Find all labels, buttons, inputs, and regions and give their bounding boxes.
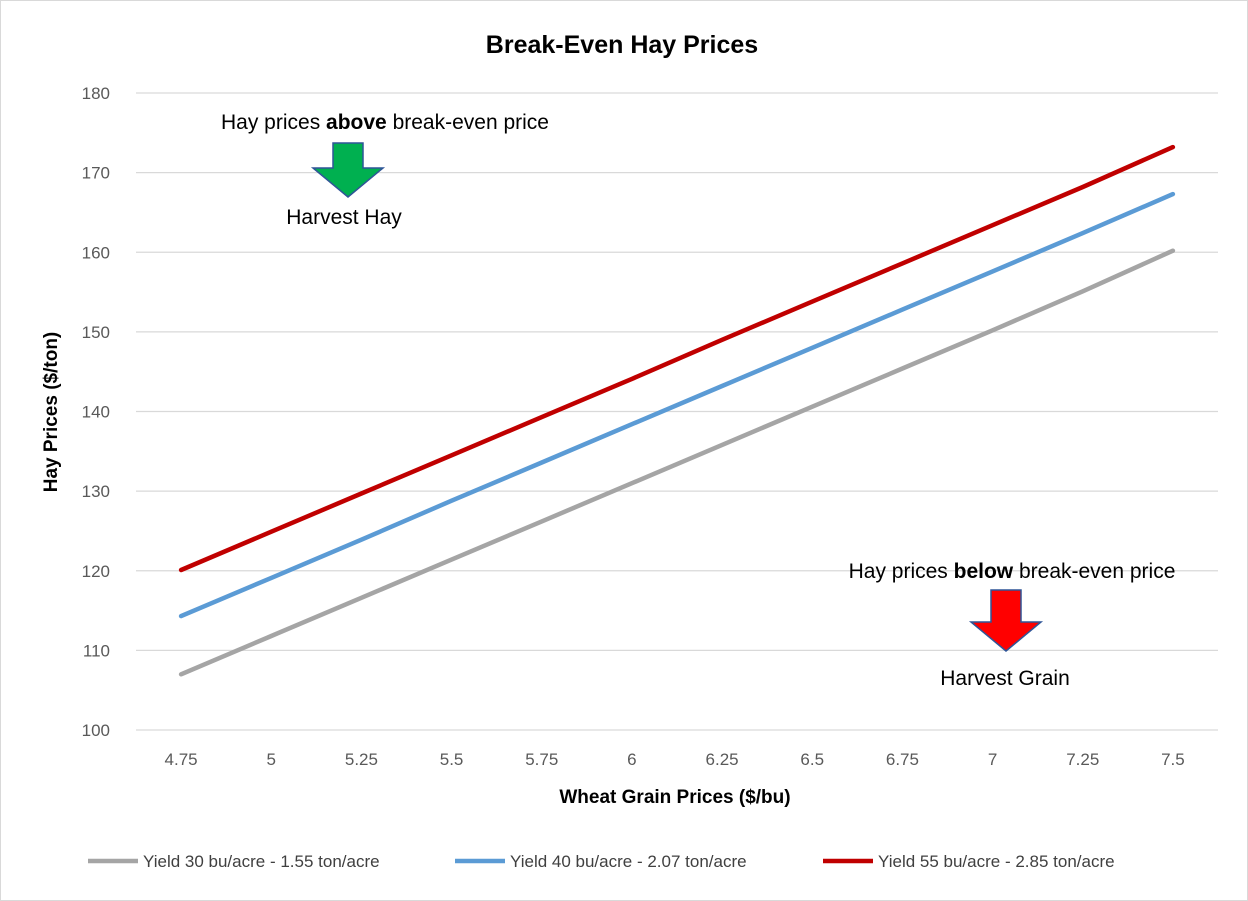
annotation-below-bold: below — [954, 560, 1014, 583]
legend-label-1: Yield 30 bu/acre - 1.55 ton/acre — [143, 852, 380, 871]
x-tick-label: 5.75 — [525, 750, 558, 769]
annotation-above-bold: above — [326, 111, 387, 134]
x-tick-label: 7.5 — [1161, 750, 1185, 769]
y-tick-label: 170 — [82, 164, 110, 183]
annotation-above-text: Hay prices above break-even price — [221, 111, 549, 134]
y-tick-label: 130 — [82, 482, 110, 501]
x-axis-title: Wheat Grain Prices ($/bu) — [559, 787, 790, 808]
x-tick-label: 6.5 — [800, 750, 824, 769]
y-axis-title: Hay Prices ($/ton) — [41, 332, 62, 493]
series-lines — [178, 144, 1176, 677]
chart-title: Break-Even Hay Prices — [486, 31, 758, 59]
x-tick-label: 4.75 — [165, 750, 198, 769]
y-tick-label: 160 — [82, 243, 110, 262]
y-tick-label: 140 — [82, 403, 110, 422]
gridlines — [136, 92, 1218, 731]
legend-label-2: Yield 40 bu/acre - 2.07 ton/acre — [510, 852, 747, 871]
y-tick-label: 150 — [82, 323, 110, 342]
y-tick-label: 120 — [82, 562, 110, 581]
x-tick-label: 6 — [627, 750, 636, 769]
annotation-above-before: Hay prices — [221, 111, 326, 134]
down-arrow-green-icon — [310, 142, 386, 198]
down-arrow-red-icon — [968, 589, 1044, 652]
x-tick-label: 7 — [988, 750, 997, 769]
x-tick-label: 5.5 — [440, 750, 464, 769]
y-tick-label: 180 — [82, 84, 110, 103]
annotation-above-action: Harvest Hay — [286, 206, 402, 229]
x-axis-ticks: 4.75 5 5.25 5.5 5.75 6 6.25 6.5 6.75 7 7.25 7.5 — [165, 750, 1185, 769]
y-tick-label: 100 — [82, 721, 110, 740]
x-tick-label: 7.25 — [1066, 750, 1099, 769]
annotation-above-after: break-even price — [387, 111, 549, 134]
x-tick-label: 6.75 — [886, 750, 919, 769]
series-line-3 — [178, 144, 1176, 573]
x-tick-label: 5 — [267, 750, 276, 769]
x-tick-label: 6.25 — [706, 750, 739, 769]
series-line-1 — [178, 248, 1176, 677]
annotation-below-action: Harvest Grain — [940, 667, 1070, 690]
annotation-below-before: Hay prices — [849, 560, 954, 583]
legend-label-3: Yield 55 bu/acre - 2.85 ton/acre — [878, 852, 1115, 871]
y-axis-ticks: 100 110 120 130 140 150 160 170 180 — [82, 84, 110, 740]
legend: Yield 30 bu/acre - 1.55 ton/acre Yield 40… — [88, 852, 1115, 871]
y-tick-label: 110 — [83, 641, 110, 660]
annotation-below-text: Hay prices below break-even price — [849, 560, 1176, 583]
x-tick-label: 5.25 — [345, 750, 378, 769]
series-line-2 — [178, 191, 1176, 619]
annotation-below-after: break-even price — [1013, 560, 1175, 583]
